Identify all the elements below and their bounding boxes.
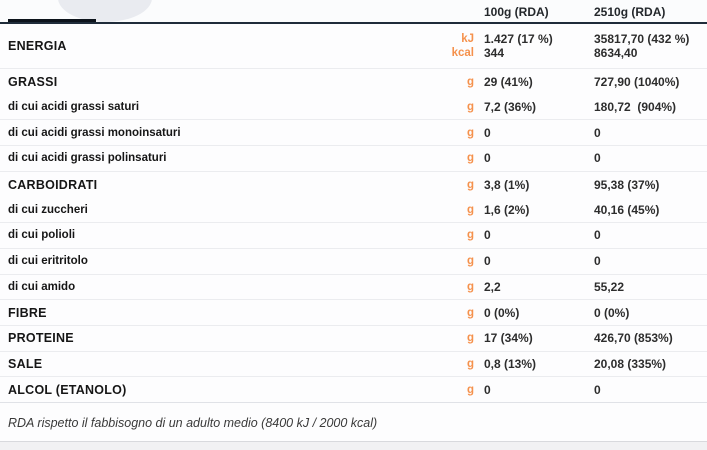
row-label: GRASSI [8,74,58,89]
value-100g: 17 (34%) [484,331,533,346]
unit-cell: g [466,152,474,165]
unit-cell: g [466,332,474,345]
table-row: CARBOIDRATI g 3,8 (1%) 95,38 (37%) [0,172,707,198]
unit-kj: kJ [461,32,474,45]
value-kj-2510g: 35817,70 (432 %) [594,31,690,46]
row-label: ENERGIA [8,39,67,53]
value-100g: 3,8 (1%) [484,177,530,192]
value-100g: 0 [484,228,491,243]
value-2510g: 180,72 (904%) [594,100,677,115]
unit-cell: g [466,101,474,114]
row-label: FIBRE [8,305,47,320]
table-row: PROTEINE g 17 (34%) 426,70 (853%) [0,326,707,352]
value-2510g: 0 [594,254,601,269]
row-label: di cui acidi grassi saturi [8,101,140,114]
table-row: di cui amido g 2,2 55,22 [0,275,707,301]
value-100g: 0 [484,125,491,140]
unit-cell: g [466,75,474,88]
row-label: di cui acidi grassi polinsaturi [8,152,167,165]
row-label: di cui polioli [8,229,76,242]
rda-footnote: RDA rispetto il fabbisogno di un adulto … [8,415,378,430]
table-row: FIBRE g 0 (0%) 0 (0%) [0,300,707,326]
value-2510g: 426,70 (853%) [594,331,673,346]
table-row: di cui polioli g 0 0 [0,223,707,249]
value-100g: 0 [484,382,491,397]
value-100g: 2,2 [484,279,501,294]
row-energia: ENERGIA kJ kcal 1.427 (17 %) 344 35817,7… [0,24,707,69]
table-row: di cui acidi grassi monoinsaturi g 0 0 [0,120,707,147]
table-row: di cui acidi grassi saturi g 7,2 (36%) 1… [0,95,707,121]
value-2510g: 0 [594,228,601,243]
value-2510g: 35817,70 (432 %) 8634,40 [594,32,707,61]
value-2510g: 40,16 (45%) [594,202,660,217]
unit-kcal: kcal [451,47,474,59]
value-kcal-100g: 344 [484,46,505,60]
column-header-2510g: 2510g (RDA) [594,5,666,19]
value-kcal-2510g: 8634,40 [594,46,638,60]
value-2510g: 95,38 (37%) [594,177,660,192]
table-row: SALE g 0,8 (13%) 20,08 (335%) [0,352,707,378]
row-label: ALCOL (ETANOLO) [8,382,127,397]
row-label: di cui amido [8,280,76,293]
row-label: CARBOIDRATI [8,177,98,192]
value-100g: 0 [484,254,491,269]
row-label: di cui eritritolo [8,255,88,268]
value-100g: 1.427 (17 %) 344 [484,32,594,61]
table-row: di cui zuccheri g 1,6 (2%) 40,16 (45%) [0,197,707,224]
bottom-divider-strip [0,441,707,450]
table-row: di cui acidi grassi polinsaturi g 0 0 [0,146,707,172]
value-kj-100g: 1.427 (17 %) [484,31,553,46]
row-label: di cui zuccheri [8,203,88,216]
unit-cell: g [466,383,474,396]
value-100g: 29 (41%) [484,74,533,89]
unit-cell: g [466,357,474,370]
cutoff-tab-indicator [8,19,96,22]
row-label: di cui acidi grassi monoinsaturi [8,126,181,139]
value-2510g: 0 (0%) [594,305,630,320]
table-row: di cui eritritolo g 0 0 [0,249,707,275]
unit-cell: kJ kcal [436,32,484,61]
unit-cell: g [466,255,474,268]
value-100g: 7,2 (36%) [484,100,537,115]
unit-cell: g [466,280,474,293]
row-label: PROTEINE [8,331,74,346]
unit-cell: g [466,203,474,216]
unit-cell: g [466,178,474,191]
unit-cell: g [466,229,474,242]
value-2510g: 0 [594,382,601,397]
row-label: SALE [8,356,43,371]
value-100g: 1,6 (2%) [484,202,530,217]
unit-cell: g [466,126,474,139]
table-header: 100g (RDA) 2510g (RDA) [0,0,707,24]
table-rows: GRASSI g 29 (41%) 727,90 (1040%) di cui … [0,69,707,403]
value-2510g: 55,22 [594,279,625,294]
value-100g: 0,8 (13%) [484,356,537,371]
table-row: ALCOL (ETANOLO) g 0 0 [0,377,707,403]
value-2510g: 0 [594,125,601,140]
value-2510g: 0 [594,151,601,166]
value-100g: 0 [484,151,491,166]
value-2510g: 727,90 (1040%) [594,74,680,89]
table-row: GRASSI g 29 (41%) 727,90 (1040%) [0,69,707,95]
value-2510g: 20,08 (335%) [594,356,667,371]
cutoff-overlay-blob [58,0,152,22]
unit-cell: g [466,306,474,319]
value-100g: 0 (0%) [484,305,520,320]
column-header-100g: 100g (RDA) [484,5,549,19]
